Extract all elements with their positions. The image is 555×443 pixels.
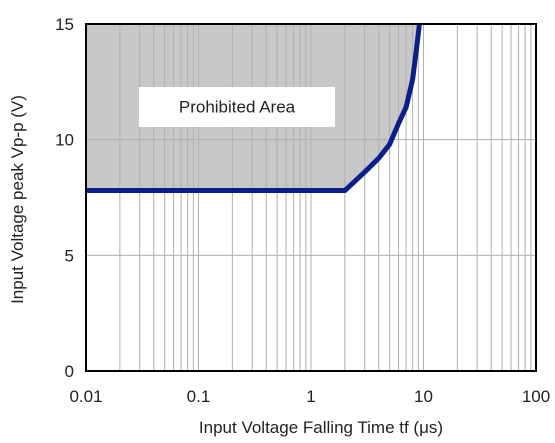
y-tick-label: 10 — [55, 131, 74, 150]
x-tick-label: 0.01 — [69, 387, 102, 406]
x-axis-label: Input Voltage Falling Time tf (μs) — [199, 418, 443, 437]
x-tick-label: 100 — [522, 387, 550, 406]
y-tick-label: 0 — [65, 362, 74, 381]
y-axis-label: Input Voltage peak Vp-p (V) — [8, 95, 27, 304]
series-line — [86, 23, 422, 194]
x-tick-label: 10 — [414, 387, 433, 406]
y-tick-labels: 0 5 10 15 — [55, 15, 74, 381]
y-tick-label: 15 — [55, 15, 74, 34]
x-tick-label: 1 — [306, 387, 315, 406]
x-tick-labels: 0.01 0.1 1 10 100 — [69, 387, 550, 406]
x-tick-label: 0.1 — [187, 387, 211, 406]
region-label-group: Prohibited Area — [139, 87, 335, 127]
region-label-box — [139, 87, 335, 127]
grid — [86, 24, 536, 371]
y-tick-label: 5 — [65, 246, 74, 265]
region-label: Prohibited Area — [179, 97, 296, 116]
plot-frame — [85, 23, 537, 372]
series-line-layer — [86, 23, 422, 194]
